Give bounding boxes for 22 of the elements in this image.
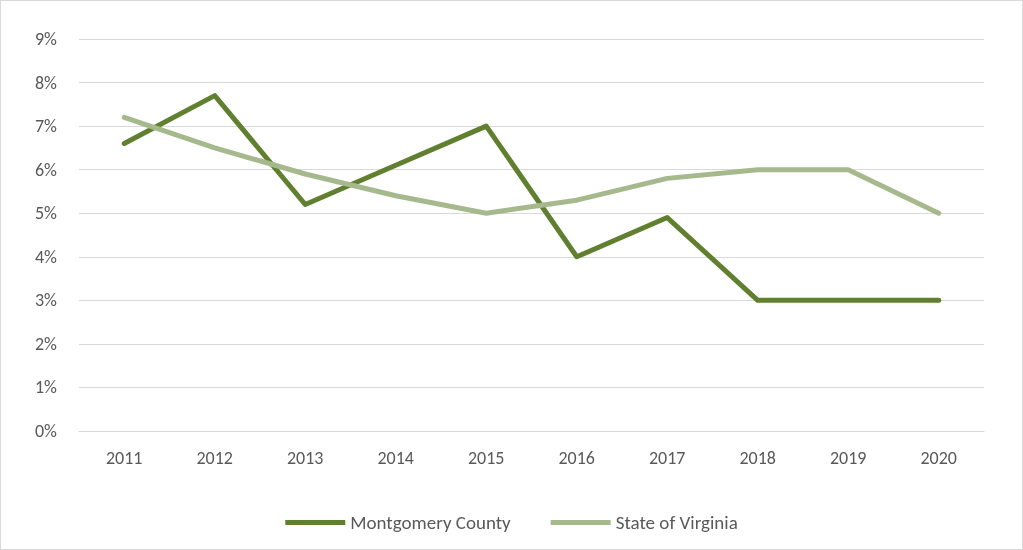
x-tick-label: 2017	[649, 447, 686, 469]
legend-label: State of Virginia	[615, 511, 738, 534]
x-tick-label: 2019	[830, 447, 867, 469]
y-tick-label: 0%	[35, 420, 58, 442]
y-tick-label: 4%	[35, 245, 58, 268]
x-tick-label: 2014	[377, 447, 414, 469]
x-tick-label: 2020	[920, 447, 957, 469]
x-tick-label: 2013	[287, 447, 324, 469]
y-tick-label: 7%	[35, 115, 58, 138]
y-tick-label: 3%	[35, 289, 58, 312]
y-tick-label: 5%	[35, 202, 58, 225]
x-tick-label: 2011	[106, 447, 143, 469]
y-tick-label: 6%	[35, 158, 58, 181]
x-tick-label: 2016	[558, 447, 595, 469]
y-tick-label: 2%	[35, 332, 58, 355]
y-tick-label: 8%	[35, 71, 58, 94]
x-tick-label: 2015	[468, 447, 505, 469]
x-tick-label: 2018	[739, 447, 776, 469]
y-tick-label: 1%	[35, 376, 58, 399]
y-tick-label: 9%	[35, 28, 58, 50]
legend-label: Montgomery County	[350, 511, 512, 534]
x-tick-label: 2012	[196, 447, 233, 469]
